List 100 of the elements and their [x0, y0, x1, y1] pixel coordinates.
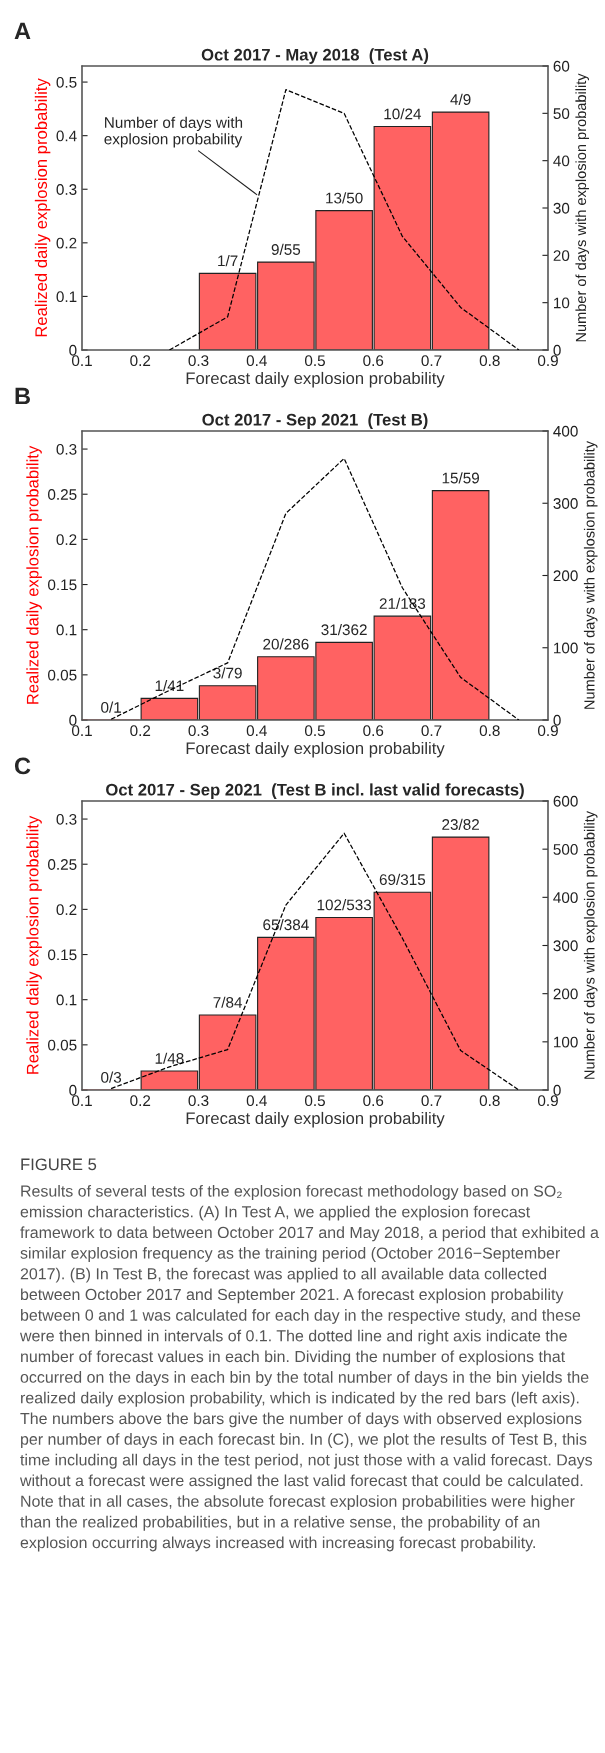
x-tick-label: 0.4	[246, 355, 267, 367]
data-label: 3/79	[213, 667, 242, 679]
y2-tick-label: 60	[553, 60, 570, 72]
y-tick-label: 0.3	[56, 443, 77, 455]
x-tick-label: 0.4	[246, 725, 267, 737]
x-tick-label: 0.7	[421, 355, 442, 367]
x-tick-label: 0.6	[363, 725, 384, 737]
x-tick-label: 0.7	[421, 725, 442, 737]
x-tick-label: 0.7	[421, 1095, 442, 1107]
y2-axis-title: Number of days with explosion probability	[575, 73, 589, 342]
y2-axis-title: Number of days with explosion probability	[583, 440, 598, 709]
data-label: 65/384	[263, 918, 309, 931]
y2-tick-label: 40	[553, 155, 570, 167]
y-tick-label: 0.25	[48, 489, 77, 500]
data-label: 4/9	[450, 93, 471, 105]
y-tick-label: 0.25	[48, 859, 77, 870]
x-tick-label: 0.5	[304, 725, 325, 737]
data-label: 1/41	[155, 679, 184, 692]
x-axis-title: Forecast daily explosion probability	[186, 371, 445, 388]
y-axis-title: Realized daily explosion probability	[26, 815, 42, 1074]
x-tick-label: 0.9	[537, 355, 558, 367]
y-tick-label: 0.05	[48, 669, 77, 681]
x-tick-label: 0.5	[304, 355, 325, 367]
y-tick-label: 0.4	[56, 130, 77, 142]
data-label: 10/24	[384, 108, 422, 120]
y-tick-label: 0.1	[56, 291, 77, 303]
y2-tick-label: 500	[553, 844, 578, 855]
y-tick-label: 0.2	[56, 534, 77, 546]
x-tick-label: 0.4	[246, 1095, 267, 1107]
data-label: 23/82	[442, 818, 479, 830]
y2-tick-label: 100	[554, 1036, 578, 1048]
data-label: 15/59	[442, 472, 480, 484]
y2-axis-title: Number of days with explosion probability	[583, 810, 598, 1079]
y2-tick-label: 30	[553, 202, 570, 214]
x-tick-label: 0.6	[363, 355, 384, 367]
data-label: 1/48	[155, 1052, 184, 1064]
y2-tick-label: 300	[553, 940, 578, 952]
chart-title: Oct 2017 - Sep 2021 (Test B incl. last valid forecasts)	[106, 783, 524, 799]
data-label: 21/183	[379, 597, 426, 609]
data-label: 7/84	[213, 996, 243, 1008]
data-label: 1/7	[218, 254, 238, 267]
x-axis-title: Forecast daily explosion probability	[186, 1111, 445, 1128]
data-label: 102/533	[317, 899, 372, 911]
y2-tick-label: 200	[553, 988, 578, 1000]
y-tick-label: 0.5	[56, 76, 77, 88]
chart-title: Oct 2017 - Sep 2021 (Test B)	[202, 413, 428, 429]
caption: FIGURE 5	[21, 1158, 97, 1171]
y2-tick-label: 100	[554, 642, 578, 654]
x-tick-label: 0.6	[363, 1095, 384, 1107]
text: C	[14, 757, 31, 775]
x-tick-label: 0.8	[479, 1095, 500, 1107]
y-tick-label: 0.3	[56, 184, 77, 195]
y2-tick-label: 300	[553, 498, 578, 509]
text: B	[15, 387, 30, 405]
y-tick-label: 0	[69, 344, 77, 356]
y-axis-title: Realized daily explosion probability	[26, 445, 42, 704]
x-tick-label: 0.8	[479, 355, 500, 367]
x-tick-label: 0.2	[130, 355, 151, 367]
y2-tick-label: 600	[553, 795, 578, 807]
chart-title: Oct 2017 - May 2018 (Test A)	[201, 48, 429, 64]
y-tick-label: 0.05	[48, 1039, 77, 1051]
x-axis-title: Forecast daily explosion probability	[186, 741, 445, 758]
y2-tick-label: 400	[553, 425, 578, 437]
y-axis-title: Realized daily explosion probability	[34, 78, 51, 337]
y2-tick-label: 400	[553, 892, 578, 904]
y2-tick-label: 0	[553, 714, 561, 726]
text: A	[14, 22, 31, 40]
y-tick-label: 0	[69, 714, 77, 726]
data-label: 20/286	[263, 638, 309, 650]
y-tick-label: 0.2	[56, 237, 77, 249]
y2-tick-label: 0	[553, 344, 561, 356]
y-tick-label: 0.15	[48, 949, 77, 961]
text: Results of several tests of the explosion forecast methodology based on SO₂ emission characteristics. (A) In Test A, we applied the explosion forecast framework to data between October 2017 and May 2018, a period that exhibited a similar explosion frequency as the training period (October 2016−September 2017). (B) In Test B, the forecast was applied to all available data collected between October 2017 and September 2021. A forecast explosion probability between 0 and 1 was calculated for each day in the respective study, and these were then binned in intervals of 0.1. The dotted line and right axis indicate the number of forecast values in each bin. Dividing the number of explosions that occurred on the days in each bin by the total number of days in the bin yields the realized daily explosion probability, which is indicated by the red bars (left axis). The numbers above the bars give the number of days with observed explosions per number of days in each forecast bin. In (C), we plot the results of Test B, this time including all days in the test period, not just those with a valid forecast. Days without a forecast were assigned the last valid forecast that could be calculated. Note that in all cases, the absolute forecast explosion probabilities were higher than the realized probabilities, but in a relative sense, the probability of an explosion occurring always increased with increasing forecast probability.	[19, 1185, 599, 1552]
x-tick-label: 0.2	[130, 1095, 151, 1107]
y-tick-label: 0.15	[48, 579, 77, 591]
y2-tick-label: 20	[553, 250, 570, 262]
x-tick-label: 0.3	[188, 355, 209, 367]
y-tick-label: 0.2	[56, 904, 77, 916]
y2-tick-label: 200	[553, 570, 578, 582]
y2-tick-label: 10	[554, 297, 570, 309]
x-tick-label: 0.8	[479, 725, 500, 737]
y2-tick-label: 0	[553, 1084, 561, 1096]
annotation: Number of days with explosion probability	[104, 116, 243, 148]
y-tick-label: 0.3	[56, 813, 77, 825]
y-tick-label: 0.1	[56, 624, 77, 636]
x-tick-label: 0.2	[130, 725, 151, 737]
x-tick-label: 0.5	[304, 1095, 325, 1107]
y-tick-label: 0	[69, 1084, 77, 1096]
x-tick-label: 0.9	[537, 725, 558, 737]
data-label: 31/362	[321, 623, 367, 636]
x-tick-label: 0.3	[188, 725, 209, 737]
y-tick-label: 0.1	[56, 994, 77, 1006]
data-label: 9/55	[271, 243, 301, 255]
data-label: 0/1	[101, 701, 121, 713]
y2-tick-label: 50	[553, 108, 570, 120]
data-label: 13/50	[326, 192, 363, 204]
data-label: 69/315	[379, 873, 426, 886]
data-label: 0/3	[101, 1071, 122, 1083]
x-tick-label: 0.9	[537, 1095, 558, 1107]
x-tick-label: 0.3	[188, 1095, 209, 1107]
